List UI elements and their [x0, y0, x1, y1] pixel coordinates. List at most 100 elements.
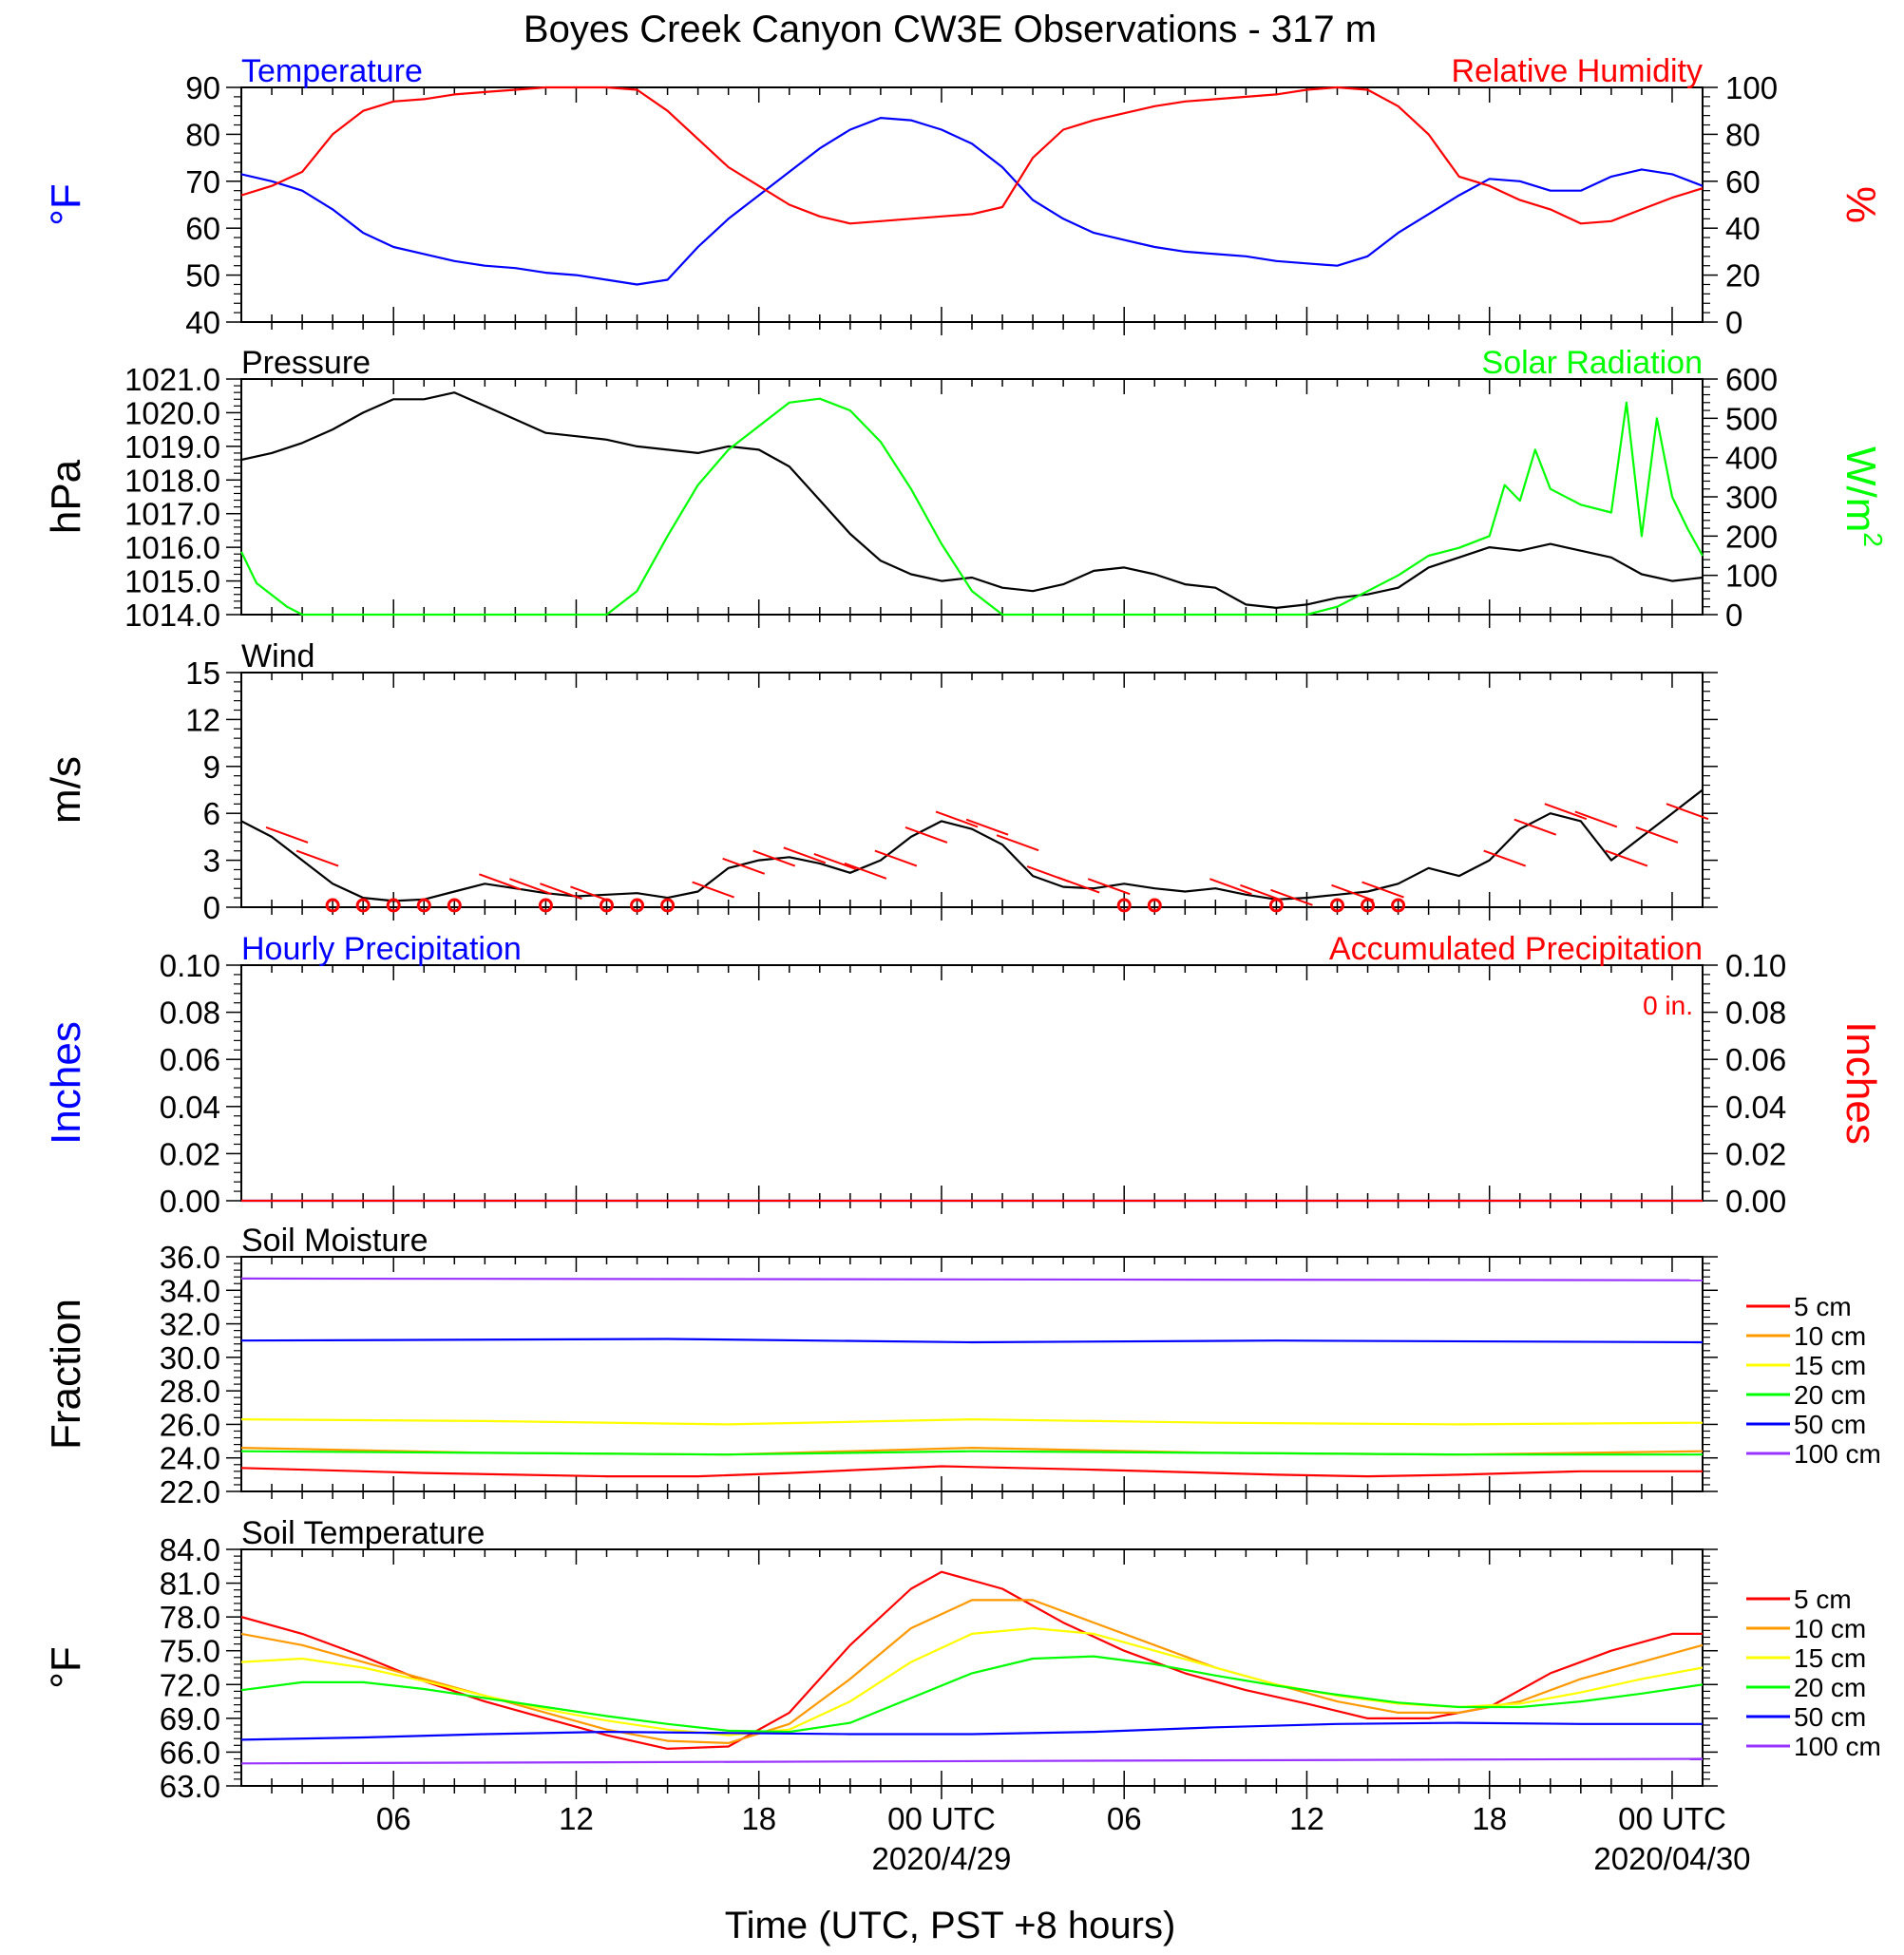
y-tick-label-left: 60: [185, 211, 220, 246]
y-tick-label-left: 84.0: [160, 1532, 220, 1567]
y-tick-label-left: 75.0: [160, 1634, 220, 1669]
y-axis-title-left: Fraction: [43, 1299, 89, 1450]
series-line-0: [240, 116, 1704, 286]
accumulated-total: 0 in.: [1643, 991, 1693, 1020]
y-tick-label-left: 9: [203, 750, 220, 785]
calm-wind-marker: [1361, 898, 1376, 913]
wind-barb: [1574, 810, 1618, 828]
panel-label-left: Soil Moisture: [241, 1223, 428, 1259]
unit-main: W/m: [1837, 446, 1884, 532]
y-tick-label-left: 81.0: [160, 1566, 220, 1602]
panel-label-left: Temperature: [241, 53, 423, 89]
wind-barb: [904, 826, 948, 844]
legend-label: 50 cm: [1794, 1410, 1866, 1439]
y-tick-label-right: 40: [1725, 211, 1761, 246]
y-tick-label-right: 0: [1725, 598, 1742, 633]
series-line-0: [240, 391, 1704, 610]
series-line-50-cm: [240, 1338, 1704, 1344]
calm-wind-marker: [386, 898, 401, 913]
y-tick-label-left: 0.02: [160, 1136, 220, 1171]
wind-barb: [1331, 883, 1374, 902]
panel-temperature_humidity: 40 50 60 70 80 90 0 20 40 60 80 100 Temperature Relat…: [43, 53, 1884, 340]
panel-label-right: Accumulated Precipitation: [1329, 931, 1703, 967]
y-tick-label-left: 1017.0: [124, 497, 220, 532]
y-tick-label-left: 78.0: [160, 1600, 220, 1635]
series-line-1: [240, 397, 1704, 617]
y-axis-title-left: m/s: [43, 756, 89, 824]
y-tick-label-right: 0.00: [1725, 1184, 1786, 1219]
calm-wind-marker: [1147, 898, 1162, 913]
y-tick-label-left: 1018.0: [124, 463, 220, 498]
y-tick-label-right: 100: [1725, 559, 1778, 594]
series-line-15-cm: [240, 1417, 1704, 1426]
wind-barb: [1544, 803, 1588, 821]
legend-label: 5 cm: [1794, 1292, 1852, 1321]
y-axis-title-right: Inches: [1837, 1021, 1884, 1145]
x-date-label: 2020/4/29: [872, 1841, 1012, 1876]
legend-label: 20 cm: [1794, 1380, 1866, 1410]
panel-label-right: Solar Radiation: [1482, 345, 1703, 381]
wind-barb: [1270, 888, 1313, 906]
wind-barb: [813, 852, 857, 870]
legend-label: 50 cm: [1794, 1702, 1866, 1732]
panel-label-left: Soil Temperature: [241, 1515, 485, 1551]
y-tick-label-right: 0.08: [1725, 996, 1786, 1031]
wind-barb: [722, 857, 766, 875]
y-axis-title-left: °F: [43, 183, 89, 225]
wind-barb: [783, 846, 827, 864]
wind-barb: [479, 873, 522, 891]
legend-label: 15 cm: [1794, 1351, 1866, 1380]
series-line-20-cm: [240, 1655, 1704, 1734]
legend-label: 20 cm: [1794, 1673, 1866, 1702]
series-line-50-cm: [240, 1721, 1703, 1741]
y-tick-label-left: 36.0: [160, 1240, 220, 1275]
y-tick-label-left: 0.10: [160, 948, 220, 983]
y-tick-label-right: 200: [1725, 519, 1778, 554]
unit-superscript: 2: [1858, 532, 1888, 547]
y-tick-label-left: 66.0: [160, 1735, 220, 1770]
legend-label: 10 cm: [1794, 1614, 1866, 1643]
y-tick-label-right: 500: [1725, 401, 1778, 436]
x-tick-label: 00 UTC: [1618, 1801, 1726, 1836]
y-axis-title-right: %: [1837, 186, 1884, 223]
y-tick-label-right: 0.02: [1725, 1136, 1786, 1171]
wind-barb: [1361, 881, 1404, 899]
wind-barb: [1635, 826, 1679, 844]
y-tick-label-right: 0: [1725, 305, 1742, 340]
y-tick-label-left: 1016.0: [124, 530, 220, 565]
legend-label: 100 cm: [1794, 1732, 1881, 1761]
y-tick-label-right: 400: [1725, 441, 1778, 476]
y-tick-label-left: 50: [185, 258, 220, 294]
x-tick-label: 12: [1289, 1801, 1324, 1836]
legend-label: 5 cm: [1794, 1585, 1852, 1614]
calm-wind-marker: [355, 898, 371, 913]
legend-label: 15 cm: [1794, 1643, 1866, 1673]
wind-barb: [844, 862, 887, 880]
y-tick-label-right: 0.04: [1725, 1090, 1786, 1125]
y-tick-label-left: 70: [185, 164, 220, 199]
y-tick-label-left: 6: [203, 796, 220, 831]
y-axis-title-left: hPa: [43, 459, 89, 534]
y-tick-label-left: 24.0: [160, 1441, 220, 1476]
legend-label: 100 cm: [1794, 1439, 1881, 1469]
series-line-10-cm: [240, 1599, 1704, 1745]
panel-label-left: Pressure: [241, 345, 371, 381]
y-tick-label-left: 3: [203, 844, 220, 879]
y-tick-label-right: 100: [1725, 70, 1778, 105]
y-tick-label-left: 22.0: [160, 1474, 220, 1509]
x-axis-label: Time (UTC, PST +8 hours): [725, 1905, 1176, 1946]
y-tick-label-right: 80: [1725, 117, 1761, 152]
calm-wind-marker: [416, 898, 431, 913]
y-tick-label-left: 1020.0: [124, 395, 220, 430]
y-tick-label-right: 300: [1725, 480, 1778, 515]
wind-barb: [1666, 803, 1709, 821]
y-tick-label-left: 69.0: [160, 1701, 220, 1737]
y-tick-label-left: 80: [185, 117, 220, 152]
wind-barb: [540, 883, 582, 901]
calm-wind-marker: [1391, 898, 1406, 913]
calm-wind-marker: [660, 898, 676, 913]
wind-barb: [996, 834, 1039, 852]
series-line-0: [240, 788, 1704, 902]
